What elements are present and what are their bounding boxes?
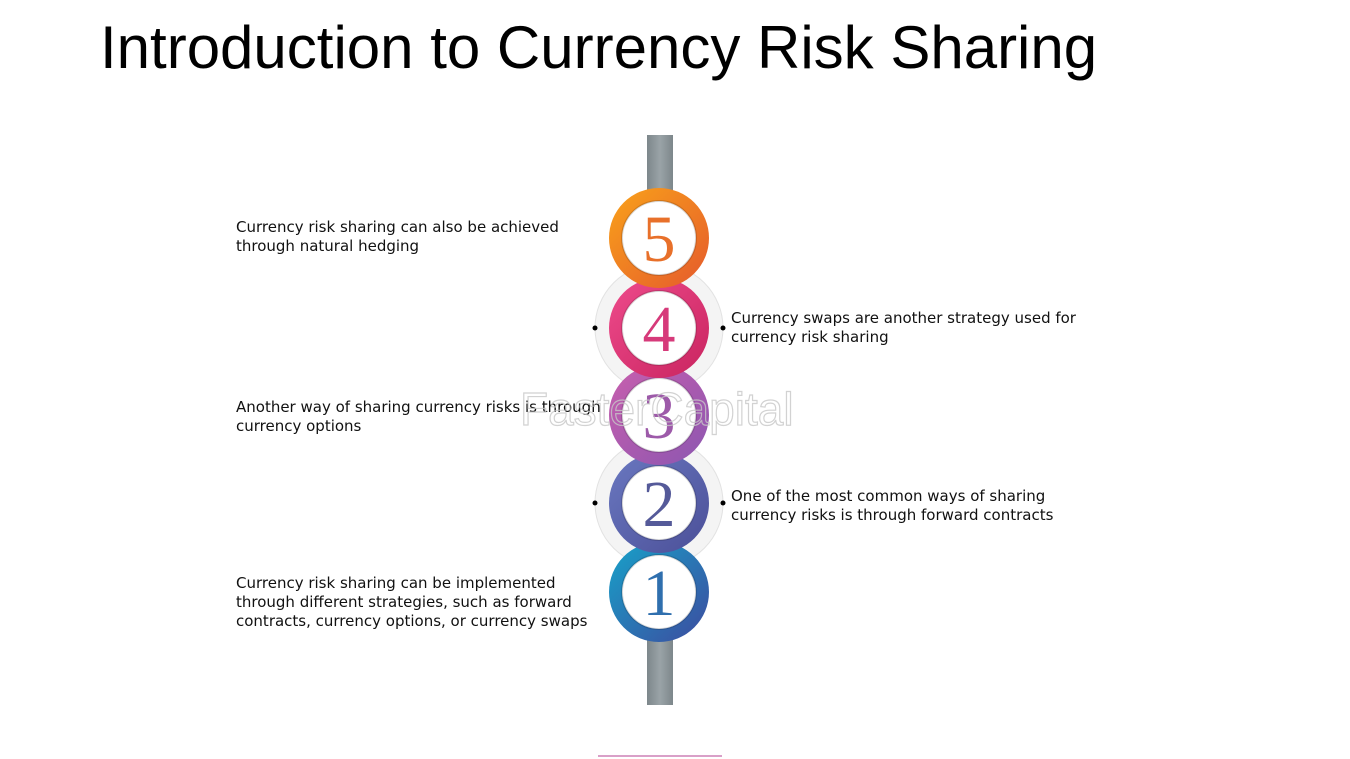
watermark: FasterCapital [520, 383, 794, 435]
step-text: through different strategies, such as fo… [236, 593, 572, 611]
ring-inner [621, 290, 697, 366]
step-text: Currency risk sharing can be implemented [236, 574, 556, 592]
step-number: 1 [643, 557, 676, 630]
step-text: Currency risk sharing can also be achiev… [236, 218, 559, 236]
dot [592, 325, 598, 331]
step-text: currency options [236, 417, 362, 435]
ring-inner [621, 554, 697, 630]
step-text: through natural hedging [236, 237, 419, 255]
step-number: 4 [643, 293, 676, 366]
step-number: 3 [643, 380, 676, 453]
dot [720, 325, 726, 331]
dot [592, 500, 598, 506]
step-text: One of the most common ways of sharing [731, 487, 1045, 505]
ring-inner [621, 200, 697, 276]
step-text: contracts, currency options, or currency… [236, 612, 588, 630]
steps: 1 Currency risk sharing can be implemente… [236, 188, 1077, 642]
step-text: currency risks is through forward contra… [731, 506, 1054, 524]
step-text: Currency swaps are another strategy used… [731, 309, 1077, 327]
step-number: 5 [643, 203, 676, 276]
step-text: Another way of sharing currency risks is… [236, 398, 601, 416]
step-text: currency risk sharing [731, 328, 889, 346]
slide-title: Introduction to Currency Risk Sharing [100, 14, 1097, 81]
step-number: 2 [643, 468, 676, 541]
dot [720, 500, 726, 506]
ring-inner [621, 465, 697, 541]
